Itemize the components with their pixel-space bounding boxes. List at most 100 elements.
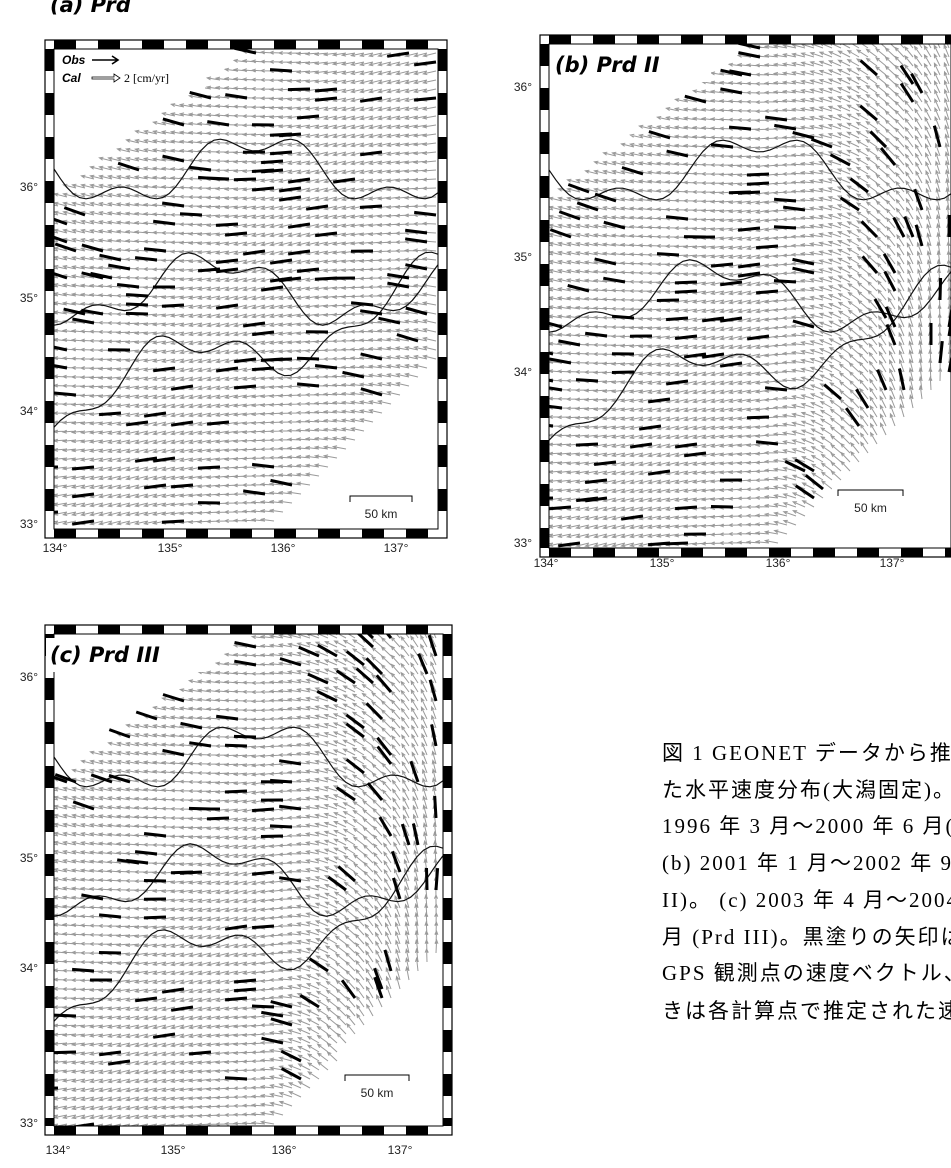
frame-check	[945, 35, 951, 44]
frame-check	[438, 269, 447, 291]
frame-check	[438, 137, 447, 159]
frame-check	[45, 49, 54, 71]
longitude-label: 134°	[46, 1143, 71, 1157]
frame-check	[45, 854, 54, 876]
frame-check	[540, 528, 549, 548]
frame-check	[443, 722, 452, 744]
calculated-velocity-field	[540, 36, 951, 547]
latitude-label: 36°	[20, 670, 38, 684]
frame-check	[443, 1030, 452, 1052]
frame-check	[362, 1126, 384, 1135]
frame-check	[813, 548, 835, 557]
frame-check	[540, 220, 549, 242]
caption-line: 月 (Prd III)。黒塗りの矢印は	[662, 925, 951, 949]
frame-check	[406, 625, 428, 634]
longitude-label: 135°	[650, 556, 675, 570]
map-panel: (c) Prd III33°34°35°36°134°135°136°137°5…	[20, 621, 452, 1157]
latitude-label: 34°	[514, 365, 532, 379]
legend-unit: 2 [cm/yr]	[124, 71, 169, 85]
frame-check	[438, 401, 447, 423]
frame-check	[98, 40, 120, 49]
frame-check	[540, 264, 549, 286]
longitude-label: 137°	[388, 1143, 413, 1157]
legend-obs: Obs	[62, 53, 86, 67]
panel-title: (c) Prd III	[50, 643, 160, 667]
frame-check	[230, 625, 252, 634]
frame-check	[362, 529, 384, 538]
longitude-label: 135°	[161, 1143, 186, 1157]
frame-check	[593, 548, 615, 557]
frame-check	[443, 810, 452, 832]
calculated-velocity-field	[45, 50, 436, 524]
frame-check	[318, 625, 340, 634]
frame-check	[362, 625, 384, 634]
frame-check	[443, 678, 452, 700]
frame-check	[438, 93, 447, 115]
frame-check	[443, 1074, 452, 1096]
map-panel: (b) Prd II33°34°35°36°134°135°136°137°50…	[514, 35, 951, 570]
frame-check	[438, 225, 447, 247]
frame-check	[438, 49, 447, 71]
frame-check	[45, 766, 54, 788]
latitude-label: 34°	[20, 404, 38, 418]
frame-outer	[540, 35, 951, 557]
frame-check	[540, 176, 549, 198]
frame-check	[406, 1126, 428, 1135]
frame-check	[45, 898, 54, 920]
longitude-label: 137°	[384, 541, 409, 555]
longitude-label: 136°	[766, 556, 791, 570]
frame-check	[318, 529, 340, 538]
frame-check	[98, 529, 120, 538]
frame-check	[45, 678, 54, 700]
frame-check	[45, 986, 54, 1008]
frame-check	[142, 40, 164, 49]
frame-check	[45, 137, 54, 159]
frame-check	[438, 313, 447, 335]
frame-check	[443, 854, 452, 876]
frame-check	[142, 625, 164, 634]
caption-line: 1996 年 3 月～2000 年 6 月(Prd	[662, 814, 951, 838]
frame-check	[45, 445, 54, 467]
frame-check	[318, 40, 340, 49]
frame-check	[681, 548, 703, 557]
frame-check	[45, 1030, 54, 1052]
frame-check	[318, 1126, 340, 1135]
latitude-label: 36°	[514, 80, 532, 94]
latitude-label: 36°	[20, 180, 38, 194]
frame-check	[45, 489, 54, 511]
caption-line: た水平速度分布(大潟固定)。	[662, 778, 951, 802]
latitude-label: 35°	[20, 851, 38, 865]
frame-check	[142, 1126, 164, 1135]
longitude-label: 134°	[43, 541, 68, 555]
frame-check	[813, 35, 835, 44]
frame-check	[945, 548, 951, 557]
scale-label: 50 km	[854, 501, 887, 515]
longitude-label: 134°	[534, 556, 559, 570]
frame-check	[406, 529, 428, 538]
frame-check	[725, 35, 747, 44]
frame-check	[186, 625, 208, 634]
frame-check	[45, 313, 54, 335]
frame-check	[540, 352, 549, 374]
longitude-label: 137°	[880, 556, 905, 570]
frame-check	[45, 225, 54, 247]
frame-check	[857, 35, 879, 44]
caption-line: 図 1 GEONET データから推定	[662, 741, 951, 765]
frame-check	[274, 625, 296, 634]
caption-line: きは各計算点で推定された速度	[662, 999, 951, 1023]
frame-check	[362, 40, 384, 49]
frame-check	[438, 489, 447, 511]
frame-check	[54, 625, 76, 634]
frame-check	[540, 396, 549, 418]
scale-label: 50 km	[361, 1086, 394, 1100]
frame-check	[98, 625, 120, 634]
frame-check	[45, 269, 54, 291]
frame-check	[540, 44, 549, 66]
frame-check	[274, 40, 296, 49]
frame-check	[540, 132, 549, 154]
frame-check	[438, 181, 447, 203]
frame-check	[230, 40, 252, 49]
caption-line: (b) 2001 年 1 月～2002 年 9 月(	[662, 851, 951, 875]
frame-check	[769, 35, 791, 44]
